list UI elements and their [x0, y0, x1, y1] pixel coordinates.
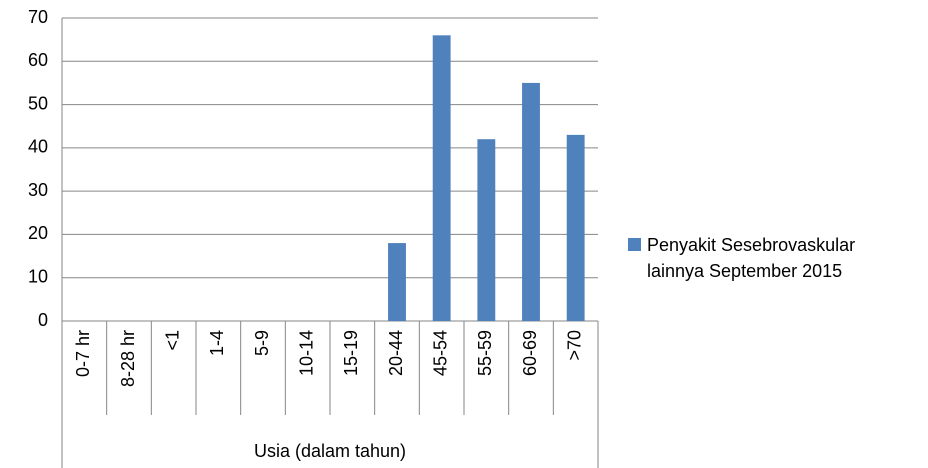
legend: Penyakit Sesebrovaskular lainnya Septemb… [628, 232, 878, 284]
y-tick-label: 70 [28, 7, 48, 27]
y-tick-label: 60 [28, 50, 48, 70]
bar [477, 139, 496, 321]
x-tick-label: 55-59 [475, 330, 495, 376]
x-tick-label: 1-4 [207, 330, 227, 356]
legend-key [628, 238, 641, 251]
x-tick-label: 15-19 [341, 330, 361, 376]
x-tick-label: 10-14 [296, 330, 316, 376]
x-tick-label: 60-69 [520, 330, 540, 376]
y-tick-label: 20 [28, 223, 48, 243]
legend-label: Penyakit Sesebrovaskular lainnya Septemb… [647, 235, 856, 281]
bar [388, 243, 406, 321]
x-tick-label: >70 [564, 330, 584, 361]
x-tick-label: 5-9 [252, 330, 272, 356]
x-tick-label: <1 [162, 330, 182, 351]
x-tick-label: 0-7 hr [73, 330, 93, 377]
y-tick-label: 10 [28, 266, 48, 286]
x-tick-label: 20-44 [386, 330, 406, 376]
x-axis-title: Usia (dalam tahun) [254, 441, 406, 461]
y-tick-label: 50 [28, 93, 48, 113]
bar [432, 35, 451, 322]
y-tick-label: 40 [28, 137, 48, 157]
x-tick-label: 45-54 [430, 330, 450, 376]
bar [566, 134, 585, 321]
bar [522, 82, 540, 321]
y-tick-label: 30 [28, 180, 48, 200]
y-tick-label: 0 [38, 310, 48, 330]
x-tick-label: 8-28 hr [118, 330, 138, 387]
